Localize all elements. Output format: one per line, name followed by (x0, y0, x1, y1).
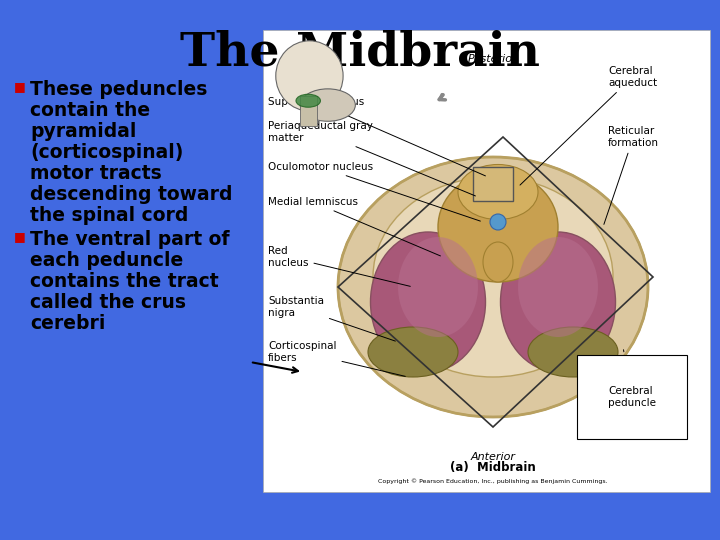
Ellipse shape (338, 157, 648, 417)
Text: ■: ■ (14, 230, 26, 243)
Text: contain the: contain the (30, 101, 150, 120)
Text: the spinal cord: the spinal cord (30, 206, 189, 225)
Ellipse shape (528, 327, 618, 377)
Text: The Midbrain: The Midbrain (180, 30, 540, 76)
FancyBboxPatch shape (473, 167, 513, 201)
Text: Oculomotor nucleus: Oculomotor nucleus (268, 162, 480, 221)
Text: (a)  Midbrain: (a) Midbrain (450, 461, 536, 474)
Ellipse shape (518, 237, 598, 337)
Text: Copyright © Pearson Education, Inc., publishing as Benjamin Cummings.: Copyright © Pearson Education, Inc., pub… (378, 478, 608, 484)
Text: (corticospinal): (corticospinal) (30, 143, 184, 162)
Ellipse shape (438, 172, 558, 282)
Text: Periaqueductal gray
matter: Periaqueductal gray matter (268, 121, 475, 196)
Text: motor tracts: motor tracts (30, 164, 162, 183)
Text: Reticular
formation: Reticular formation (604, 126, 659, 224)
Text: Superior colliculus: Superior colliculus (268, 97, 485, 176)
Ellipse shape (483, 242, 513, 282)
Ellipse shape (458, 165, 538, 219)
Text: Corticospinal
fibers: Corticospinal fibers (268, 341, 405, 376)
Text: Cerebral
peduncle: Cerebral peduncle (608, 350, 656, 408)
Text: Cerebral
aqueduct: Cerebral aqueduct (520, 66, 657, 185)
Ellipse shape (500, 232, 616, 372)
Text: contains the tract: contains the tract (30, 272, 219, 291)
Ellipse shape (398, 237, 478, 337)
Text: Posterior: Posterior (468, 54, 518, 64)
Text: cerebri: cerebri (30, 314, 105, 333)
FancyBboxPatch shape (263, 30, 710, 492)
FancyBboxPatch shape (300, 97, 317, 126)
Text: Substantia
nigra: Substantia nigra (268, 296, 395, 341)
Ellipse shape (296, 94, 320, 107)
Text: The ventral part of: The ventral part of (30, 230, 230, 249)
Ellipse shape (368, 327, 458, 377)
Circle shape (490, 214, 506, 230)
Ellipse shape (300, 89, 356, 122)
Ellipse shape (373, 177, 613, 377)
Text: each peduncle: each peduncle (30, 251, 184, 270)
Ellipse shape (371, 232, 485, 372)
Text: descending toward: descending toward (30, 185, 233, 204)
Text: Red
nucleus: Red nucleus (268, 246, 410, 286)
Text: called the crus: called the crus (30, 293, 186, 312)
Text: These peduncles: These peduncles (30, 80, 207, 99)
Text: ■: ■ (14, 80, 26, 93)
Text: Anterior: Anterior (470, 452, 516, 462)
Text: pyramidal: pyramidal (30, 122, 136, 141)
Text: Medial lemniscus: Medial lemniscus (268, 197, 441, 256)
Ellipse shape (276, 41, 343, 111)
